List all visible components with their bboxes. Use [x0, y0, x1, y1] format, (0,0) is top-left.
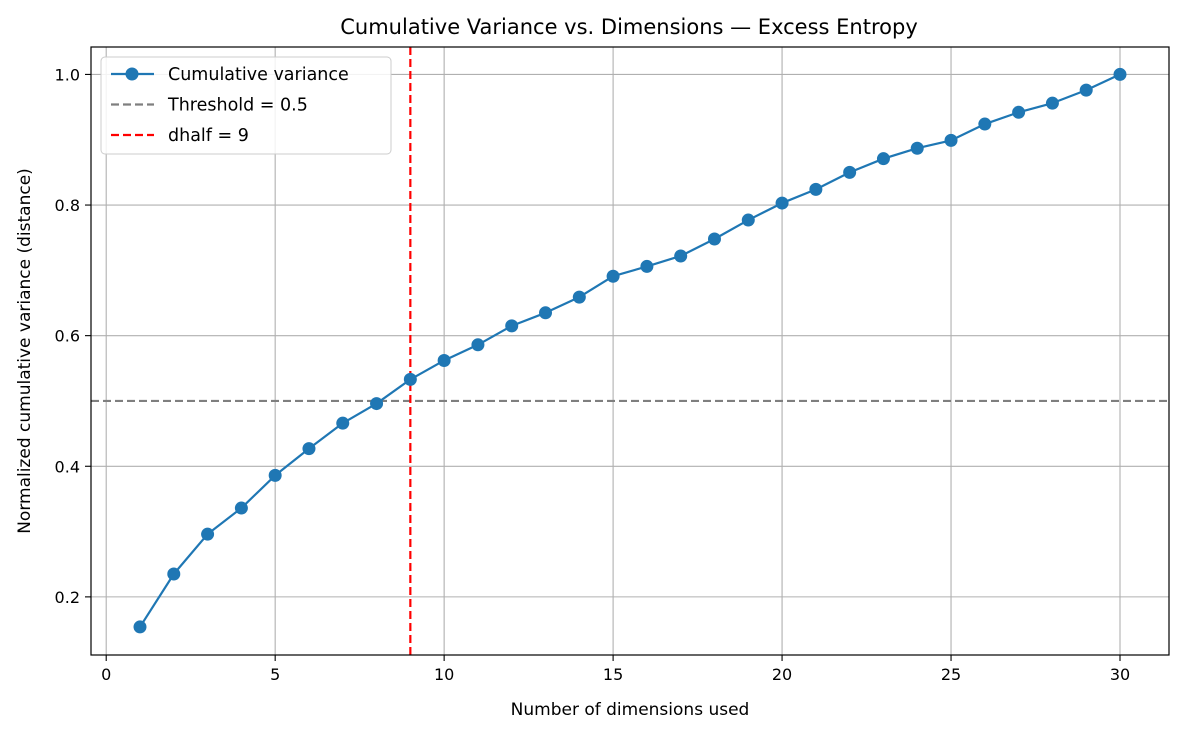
- y-tick-label: 0.4: [55, 457, 80, 476]
- data-point: [471, 338, 485, 352]
- y-axis-label: Normalized cumulative variance (distance…: [15, 168, 35, 534]
- legend-label: dhalf = 9: [168, 126, 249, 146]
- data-point: [978, 117, 992, 131]
- data-point: [876, 152, 890, 166]
- data-point: [640, 259, 654, 273]
- data-point: [1012, 105, 1026, 119]
- data-point: [572, 290, 586, 304]
- data-point: [843, 165, 857, 179]
- x-tick-label: 25: [941, 665, 961, 684]
- x-axis-label: Number of dimensions used: [511, 700, 750, 720]
- y-tick-label: 1.0: [55, 65, 80, 84]
- data-point: [133, 620, 147, 634]
- series-layer: [133, 67, 1127, 634]
- plot-frame: [90, 46, 1170, 656]
- data-point: [741, 213, 755, 227]
- y-tick-label: 0.8: [55, 196, 80, 215]
- data-point: [775, 196, 789, 210]
- data-point: [809, 182, 823, 196]
- data-point: [539, 306, 553, 320]
- y-tick-label: 0.2: [55, 588, 80, 607]
- chart-title: Cumulative Variance vs. Dimensions — Exc…: [340, 15, 918, 39]
- data-point: [707, 232, 721, 246]
- data-point: [268, 468, 282, 482]
- data-point: [674, 249, 688, 263]
- data-point: [910, 141, 924, 155]
- x-tick-label: 30: [1110, 665, 1130, 684]
- data-point: [403, 372, 417, 386]
- data-point: [167, 567, 181, 581]
- data-point: [201, 527, 215, 541]
- x-tick-label: 15: [603, 665, 623, 684]
- grid: [91, 47, 1169, 655]
- legend-label: Cumulative variance: [168, 65, 349, 85]
- x-tick-label: 10: [434, 665, 454, 684]
- data-point: [336, 416, 350, 430]
- data-point: [437, 353, 451, 367]
- legend-marker: [125, 67, 139, 81]
- x-tick-label: 0: [101, 665, 111, 684]
- data-point: [505, 319, 519, 333]
- data-point: [944, 133, 958, 147]
- y-tick-label: 0.6: [55, 327, 80, 346]
- legend-box: [100, 56, 392, 155]
- legend: Cumulative variance Threshold = 0.5 dhalf …: [100, 56, 392, 155]
- data-point: [302, 442, 316, 456]
- data-point: [1045, 96, 1059, 110]
- data-point: [234, 501, 248, 515]
- data-point: [370, 397, 384, 411]
- data-point: [606, 269, 620, 283]
- reference-lines: [91, 47, 1169, 655]
- data-point: [1113, 67, 1127, 81]
- x-tick-label: 20: [772, 665, 792, 684]
- y-axis-ticks: 0.2 0.4 0.6 0.8 1.0: [55, 65, 91, 607]
- data-point: [1079, 83, 1093, 97]
- x-tick-label: 5: [270, 665, 280, 684]
- x-axis-ticks: 0 5 10 15 20 25 30: [101, 655, 1130, 684]
- legend-label: Threshold = 0.5: [167, 96, 308, 116]
